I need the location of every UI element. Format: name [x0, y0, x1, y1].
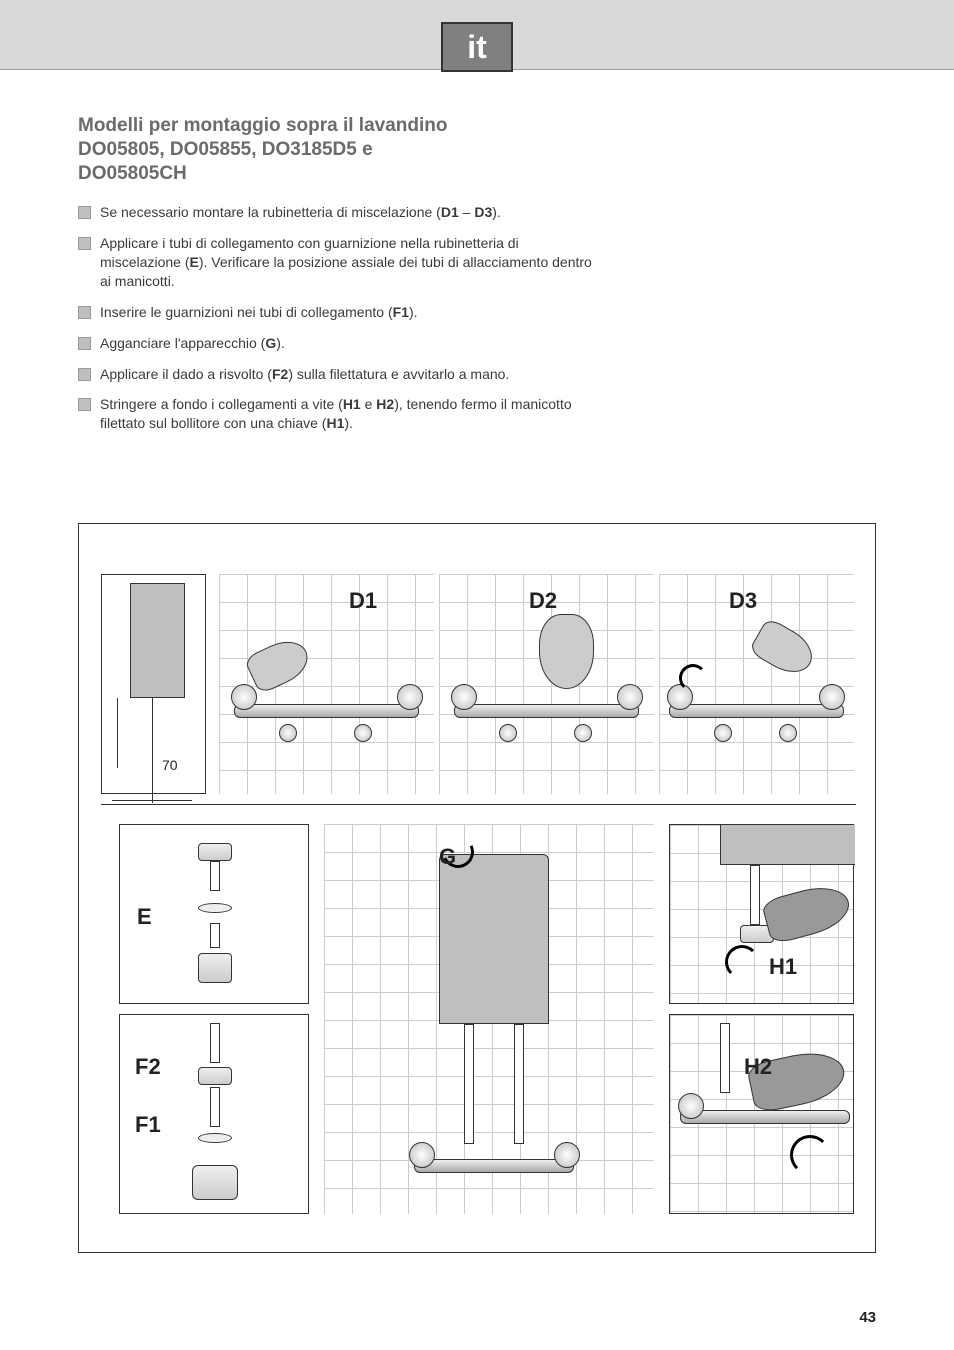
text: ). [344, 415, 353, 431]
mixer-bar [669, 704, 844, 718]
dimension-70: 70 [162, 757, 178, 773]
text: Stringere a fondo i collegamenti a vite … [100, 396, 343, 412]
panel-g [324, 824, 654, 1214]
figure-divider-h [101, 804, 856, 805]
fitting-coupling [198, 953, 232, 983]
tube-right [514, 1024, 524, 1144]
outlet [714, 724, 732, 742]
ref: H1 [326, 415, 344, 431]
label-e: E [137, 904, 152, 930]
ground-line [112, 800, 192, 801]
dim-line [152, 698, 153, 803]
instruction-item: Se necessario montare la rubinetteria di… [78, 203, 598, 222]
ref: D1 [441, 204, 459, 220]
label-f2: F2 [135, 1054, 161, 1080]
mixer-bar [414, 1159, 574, 1173]
page-number: 43 [859, 1309, 876, 1326]
tap-knob [617, 684, 643, 710]
mixer-bar [454, 704, 639, 718]
ref: H2 [376, 396, 394, 412]
panel-d1 [219, 574, 434, 794]
instruction-item: Applicare il dado a risvolto (F2) sulla … [78, 365, 598, 384]
tube [720, 1023, 730, 1093]
text: Se necessario montare la rubinetteria di… [100, 204, 441, 220]
outlet [779, 724, 797, 742]
tube [750, 865, 760, 925]
washer [198, 903, 232, 913]
text: – [459, 204, 475, 220]
tube [210, 923, 220, 948]
outlet [574, 724, 592, 742]
section-heading: Modelli per montaggio sopra il lavandino… [78, 114, 478, 185]
text: ). [492, 204, 501, 220]
tube [210, 1023, 220, 1063]
panel-h1 [669, 824, 854, 1004]
tap-knob [554, 1142, 580, 1168]
hand-icon [539, 614, 594, 689]
instruction-item: Stringere a fondo i collegamenti a vite … [78, 395, 598, 433]
label-h2: H2 [744, 1054, 772, 1080]
figure-container: 70 D1 D2 [78, 523, 876, 1253]
instruction-item: Applicare i tubi di collegamento con gua… [78, 234, 598, 291]
heading-line-3: DO05805CH [78, 163, 187, 184]
tube [210, 861, 220, 891]
mixer-bar [234, 704, 419, 718]
washer [198, 1133, 232, 1143]
ref: D3 [474, 204, 492, 220]
panel-appliance-sketch: 70 [101, 574, 206, 794]
hand-icon [243, 633, 314, 695]
label-d2: D2 [529, 588, 557, 614]
outlet [279, 724, 297, 742]
water-heater-icon [439, 854, 549, 1024]
label-h1: H1 [769, 954, 797, 980]
text: Applicare il dado a risvolto ( [100, 366, 272, 382]
appliance-icon [130, 583, 185, 698]
hand-icon [748, 617, 820, 682]
ref: H1 [343, 396, 361, 412]
page-content: Modelli per montaggio sopra il lavandino… [0, 70, 954, 1253]
ref: F2 [272, 366, 288, 382]
heater-bottom [720, 825, 855, 865]
text: Agganciare l'apparecchio ( [100, 335, 265, 351]
dim-line [117, 698, 118, 768]
text: ). [276, 335, 285, 351]
text: ) sulla filettatura e avvitarlo a mano. [288, 366, 509, 382]
label-f1: F1 [135, 1112, 161, 1138]
tube [210, 1087, 220, 1127]
tube-left [464, 1024, 474, 1144]
union-nut [198, 1067, 232, 1085]
text: ). [409, 304, 418, 320]
instruction-item: Inserire le guarnizioni nei tubi di coll… [78, 303, 598, 322]
text: Inserire le guarnizioni nei tubi di coll… [100, 304, 393, 320]
outlet [354, 724, 372, 742]
heading-line-1: Modelli per montaggio sopra il lavandino [78, 115, 447, 136]
heading-line-2: DO05805, DO05855, DO3185D5 e [78, 139, 373, 160]
wrench-hand-icon [761, 880, 855, 945]
ref: G [265, 335, 276, 351]
text: e [361, 396, 377, 412]
tap-knob [397, 684, 423, 710]
instruction-list: Se necessario montare la rubinetteria di… [78, 203, 598, 433]
mixer-bar [680, 1110, 850, 1124]
instruction-item: Agganciare l'apparecchio (G). [78, 334, 598, 353]
label-d3: D3 [729, 588, 757, 614]
fitting-nut [198, 843, 232, 861]
fitting-base [192, 1165, 238, 1200]
rotate-arrow-icon [790, 1135, 830, 1175]
language-badge: it [441, 22, 513, 72]
ref: F1 [393, 304, 409, 320]
panel-h2 [669, 1014, 854, 1214]
rotate-arrow-icon [679, 664, 707, 692]
label-d1: D1 [349, 588, 377, 614]
header-bar: it [0, 0, 954, 70]
label-g: G [439, 844, 456, 870]
outlet [499, 724, 517, 742]
ref: E [189, 254, 198, 270]
rotate-arrow-icon [725, 945, 759, 979]
